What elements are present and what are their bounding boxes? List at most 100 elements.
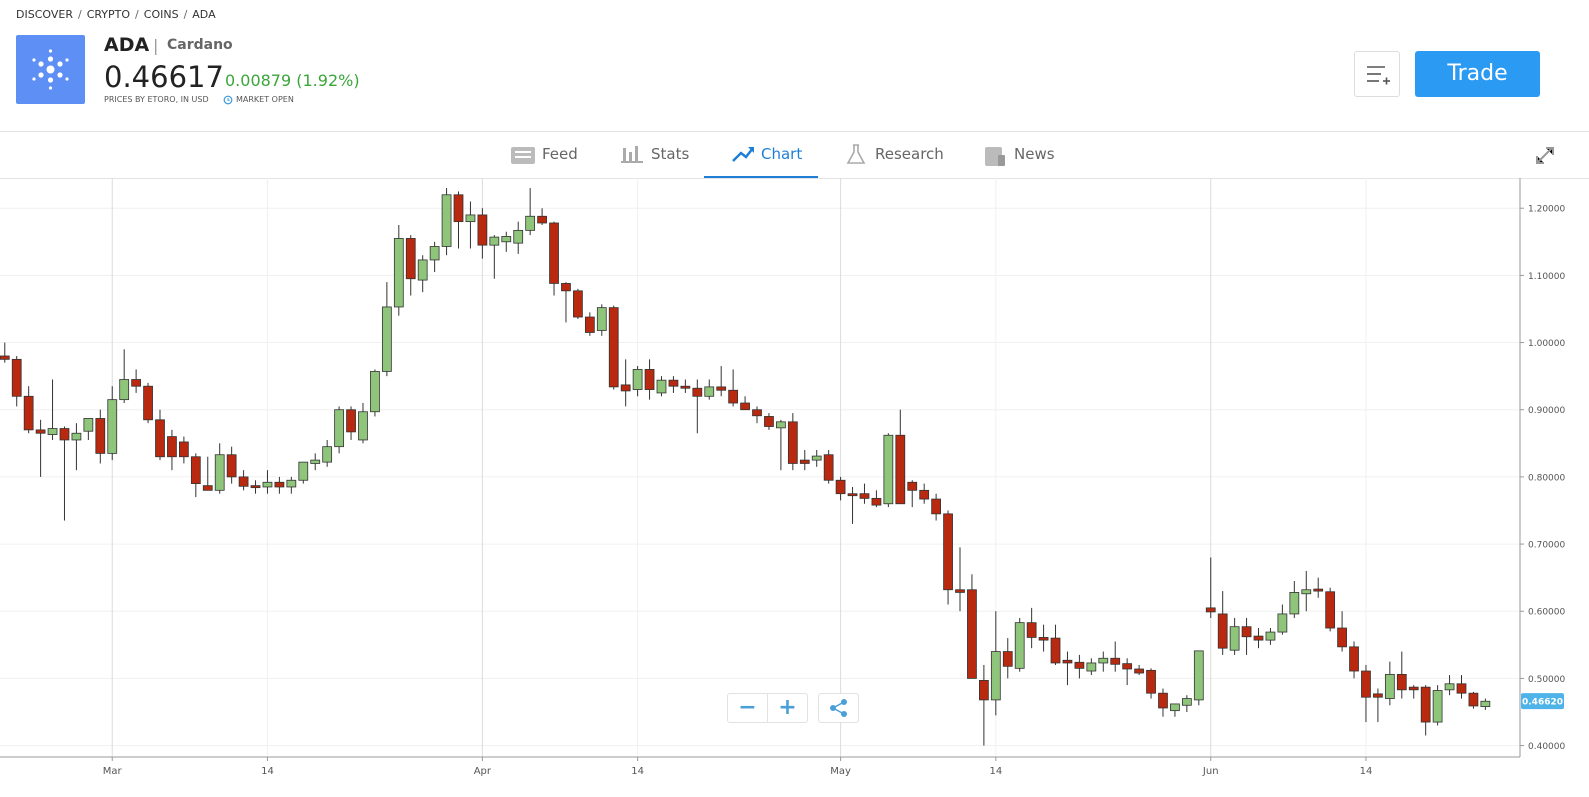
candle-body	[202, 485, 213, 491]
candle-body	[907, 481, 918, 491]
candle-body	[919, 489, 930, 500]
candle-body	[47, 428, 58, 435]
instrument-name: Cardano	[167, 37, 233, 53]
candle-body	[1217, 613, 1228, 649]
crumb[interactable]: CRYPTO	[86, 8, 131, 21]
candle-body	[1313, 588, 1324, 592]
x-tick-label: Apr	[474, 766, 492, 777]
candle-body	[441, 194, 452, 247]
candle-body	[429, 246, 440, 261]
candle-body	[716, 386, 727, 391]
candle-body	[704, 386, 715, 397]
tab[interactable]: Research	[875, 145, 944, 163]
last-price-tag	[1521, 693, 1564, 710]
separator: /	[135, 8, 139, 21]
symbol: ADA	[104, 34, 150, 56]
price-change: 0.00879 (1.92%)	[225, 71, 360, 90]
candle-body	[823, 454, 834, 481]
candle-body	[632, 369, 643, 390]
y-tick-label: 1.20000	[1528, 205, 1565, 215]
tab[interactable]: Feed	[542, 145, 578, 163]
candle-body	[1301, 589, 1312, 595]
tab[interactable]: News	[1014, 145, 1055, 163]
candle-body	[967, 589, 977, 679]
y-tick-label: 0.60000	[1528, 608, 1565, 618]
candle-body	[883, 434, 894, 505]
y-tick-label: 0.40000	[1528, 742, 1565, 752]
price: 0.46617	[104, 60, 224, 94]
candle-body	[131, 379, 141, 387]
candle-body	[1444, 683, 1455, 691]
candle-body	[943, 513, 953, 591]
price-source: PRICES BY ETORO, IN USD	[104, 95, 209, 104]
candle-body	[955, 589, 965, 593]
candle-body	[393, 238, 404, 308]
candle-body	[931, 498, 941, 515]
candle-body	[1432, 690, 1443, 723]
last-price-label: 0.46620	[1522, 698, 1563, 708]
candle-body	[1205, 607, 1216, 613]
crumb[interactable]: DISCOVER	[16, 8, 73, 21]
candle-body	[489, 236, 500, 246]
x-tick-label: Mar	[103, 766, 123, 777]
candle-body	[895, 434, 906, 505]
candle-body	[1050, 637, 1061, 664]
candle-body	[787, 421, 798, 464]
zoom-in[interactable]: +	[778, 695, 797, 720]
candle-body	[155, 419, 165, 458]
candle-body	[513, 229, 524, 244]
candle-body	[537, 215, 547, 224]
trade-button[interactable]: Trade	[1415, 51, 1540, 97]
candle-body	[1456, 683, 1467, 694]
candle-body	[525, 215, 536, 231]
candle-body	[1229, 626, 1240, 651]
candle-body	[226, 454, 237, 478]
x-tick-label: Jun	[1202, 766, 1219, 777]
crumb[interactable]: COINS	[143, 8, 179, 21]
candle-body	[11, 358, 22, 397]
candle-body	[143, 385, 153, 421]
y-tick-label: 0.80000	[1528, 473, 1565, 483]
candle-body	[1384, 673, 1395, 699]
candle-body	[1253, 635, 1264, 641]
candle-body	[776, 421, 786, 429]
candle-body	[847, 493, 858, 497]
breadcrumb: DISCOVER / CRYPTO / COINS / ADA	[16, 8, 216, 21]
candle-body	[1408, 686, 1419, 691]
tab[interactable]: Chart	[761, 145, 803, 163]
candle-body	[477, 214, 488, 246]
candle-body	[1110, 657, 1121, 665]
candle-body	[1277, 613, 1288, 633]
candle-body	[549, 222, 559, 284]
candle-body	[238, 476, 249, 487]
candle-body	[692, 387, 703, 397]
share-button[interactable]	[818, 693, 859, 723]
zoom-out[interactable]: −	[728, 694, 768, 722]
tab-divider	[0, 178, 1589, 179]
separator: /	[183, 8, 188, 21]
x-tick-label: May	[830, 766, 851, 777]
candle-body	[346, 409, 356, 433]
candle-body	[584, 316, 595, 333]
candle-body	[764, 416, 774, 427]
candle-body	[859, 493, 870, 499]
candle-body	[799, 459, 810, 464]
candle-body	[573, 290, 583, 318]
candle-body	[214, 454, 225, 491]
candle-body	[1349, 646, 1359, 672]
candle-body	[728, 389, 739, 404]
candle-body	[358, 411, 368, 441]
candle-body	[1361, 670, 1371, 698]
watchlist-button[interactable]	[1354, 51, 1400, 97]
candle-body	[1241, 626, 1252, 638]
candle-body	[107, 399, 118, 454]
candle-body	[1193, 650, 1204, 701]
candle-body	[1122, 663, 1133, 670]
candle-body	[620, 384, 631, 392]
candle-body	[740, 402, 750, 411]
chart: 0.40000 0.50000 0.60000 0.70000 0.80000 0.900…	[0, 178, 1565, 777]
candle-body	[370, 371, 380, 413]
candle-body	[644, 369, 655, 390]
tab-underline	[704, 176, 818, 178]
tab[interactable]: Stats	[651, 145, 690, 163]
